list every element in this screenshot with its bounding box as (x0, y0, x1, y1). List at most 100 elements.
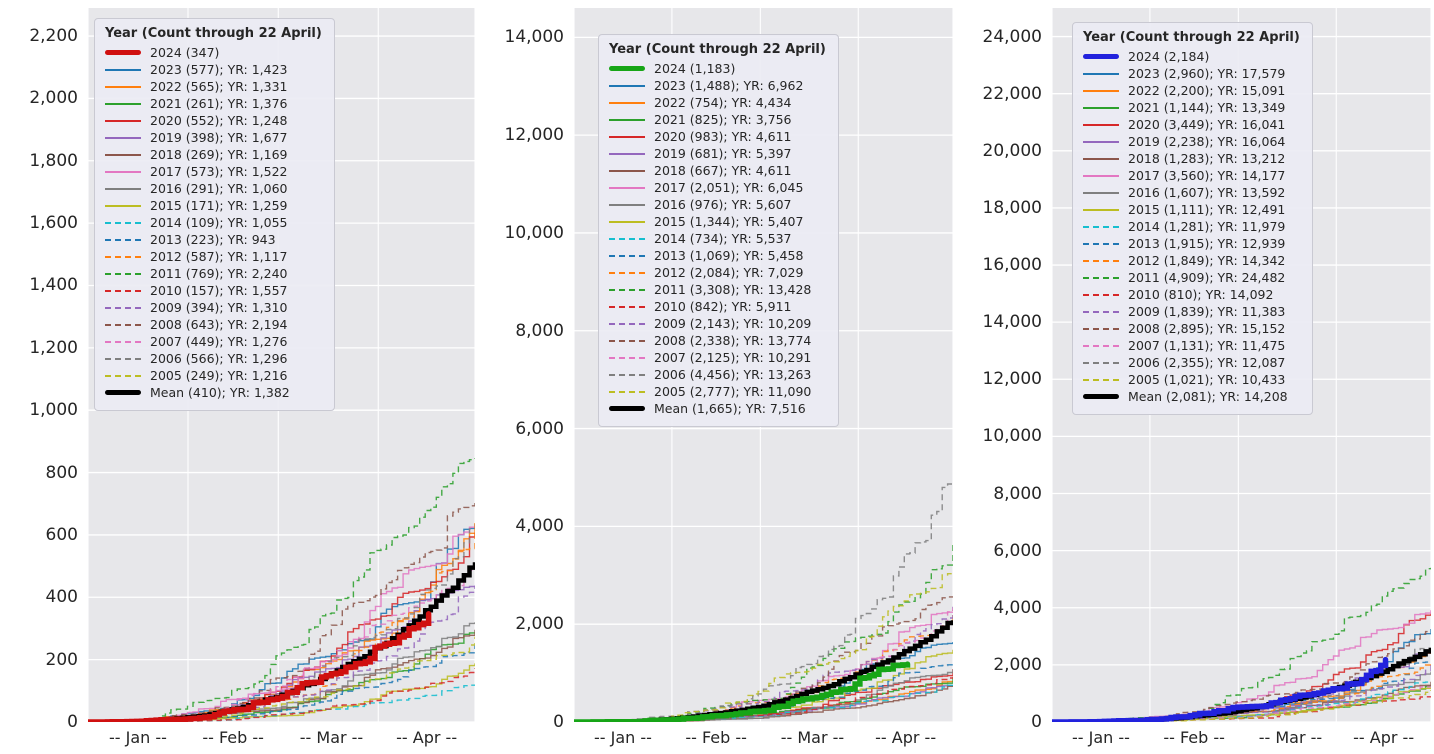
legend-label: 2006 (4,456); YR: 13,263 (654, 367, 812, 382)
legend-label: 2011 (3,308); YR: 13,428 (654, 282, 812, 297)
legend-item-2013: 2013 (223); YR: 943 (105, 231, 322, 248)
legend-line-swatch-2013 (1083, 242, 1119, 245)
legend-item-2020: 2020 (983); YR: 4,611 (609, 128, 826, 145)
legend-label: 2008 (2,895); YR: 15,152 (1128, 321, 1286, 336)
legend-label: 2011 (4,909); YR: 24,482 (1128, 270, 1286, 285)
legend-label: 2020 (983); YR: 4,611 (654, 129, 792, 144)
legend-item-2019: 2019 (681); YR: 5,397 (609, 145, 826, 162)
y-axis-tick-label: 16,000 (982, 255, 1042, 276)
series-line-2024 (574, 661, 911, 722)
legend-line-swatch-2018 (1083, 157, 1119, 160)
legend-label: 2017 (2,051); YR: 6,045 (654, 180, 804, 195)
legend-label: 2007 (1,131); YR: 11,475 (1128, 338, 1286, 353)
legend-line-swatch-2007 (1083, 344, 1119, 347)
legend-item-2019: 2019 (2,238); YR: 16,064 (1083, 133, 1300, 150)
legend-item-2005: 2005 (1,021); YR: 10,433 (1083, 371, 1300, 388)
legend-line-swatch-mean (1083, 394, 1119, 399)
legend-label: 2006 (2,355); YR: 12,087 (1128, 355, 1286, 370)
legend-line-swatch-2018 (105, 153, 141, 156)
legend-line-swatch-2010 (1083, 293, 1119, 296)
legend-line-swatch-2009 (105, 306, 141, 309)
legend-line-swatch-2021 (105, 102, 141, 105)
y-axis-tick-label: 600 (45, 524, 78, 545)
legend-line-swatch-mean (105, 390, 141, 395)
series-group (88, 458, 475, 722)
legend-title: Year (Count through 22 April) (609, 42, 826, 57)
legend-label: 2019 (398); YR: 1,677 (150, 130, 288, 145)
legend-label: 2015 (171); YR: 1,259 (150, 198, 288, 213)
legend-line-swatch-2011 (609, 288, 645, 291)
series-line-2011 (88, 458, 475, 722)
legend-item-2009: 2009 (2,143); YR: 10,209 (609, 315, 826, 332)
legend-label: 2023 (577); YR: 1,423 (150, 62, 288, 77)
y-axis-tick-label: 200 (45, 649, 78, 670)
legend-item-2015: 2015 (171); YR: 1,259 (105, 197, 322, 214)
legend-label: 2017 (573); YR: 1,522 (150, 164, 288, 179)
series-group (1052, 567, 1431, 722)
y-axis-tick-label: 6,000 (993, 540, 1042, 561)
legend-label: 2009 (2,143); YR: 10,209 (654, 316, 812, 331)
legend-item-2008: 2008 (2,895); YR: 15,152 (1083, 320, 1300, 337)
legend-line-swatch-2023 (105, 68, 141, 71)
legend-item-mean: Mean (2,081); YR: 14,208 (1083, 388, 1300, 405)
y-axis-tick-label: 2,000 (29, 88, 78, 109)
legend-item-2008: 2008 (643); YR: 2,194 (105, 316, 322, 333)
legend-label: 2023 (1,488); YR: 6,962 (654, 78, 804, 93)
y-axis-tick-label: 2,000 (515, 614, 564, 635)
chart-panel-3: 0 2,000 4,000 6,000 8,000 10,000 12,000 14,000 1… (956, 0, 1434, 754)
legend-item-2006: 2006 (2,355); YR: 12,087 (1083, 354, 1300, 371)
y-axis-tick-label: 12,000 (504, 125, 564, 146)
y-axis-tick-label: 12,000 (982, 369, 1042, 390)
legend-item-2010: 2010 (157); YR: 1,557 (105, 282, 322, 299)
legend-line-swatch-2012 (609, 271, 645, 274)
legend-line-swatch-2009 (1083, 310, 1119, 313)
legend-item-2021: 2021 (261); YR: 1,376 (105, 95, 322, 112)
legend-label: 2011 (769); YR: 2,240 (150, 266, 288, 281)
legend-line-swatch-2019 (105, 136, 141, 139)
legend-label: 2020 (3,449); YR: 16,041 (1128, 117, 1286, 132)
legend-label: 2016 (1,607); YR: 13,592 (1128, 185, 1286, 200)
legend-line-swatch-2007 (609, 356, 645, 359)
legend-line-swatch-2021 (1083, 106, 1119, 109)
legend-item-mean: Mean (1,665); YR: 7,516 (609, 400, 826, 417)
legend-line-swatch-2021 (609, 118, 645, 121)
legend-item-2005: 2005 (2,777); YR: 11,090 (609, 383, 826, 400)
y-axis-tick-label: 24,000 (982, 26, 1042, 47)
y-axis-tick-label: 14,000 (982, 312, 1042, 333)
legend-label: 2006 (566); YR: 1,296 (150, 351, 288, 366)
legend-item-2013: 2013 (1,069); YR: 5,458 (609, 247, 826, 264)
legend-item-2016: 2016 (1,607); YR: 13,592 (1083, 184, 1300, 201)
legend-item-2016: 2016 (976); YR: 5,607 (609, 196, 826, 213)
legend-line-swatch-2022 (609, 101, 645, 104)
legend-item-2012: 2012 (1,849); YR: 14,342 (1083, 252, 1300, 269)
x-axis-tick-label: -- Feb -- (1163, 728, 1225, 747)
series-line-2024 (1052, 656, 1389, 722)
legend-label: 2005 (249); YR: 1,216 (150, 368, 288, 383)
legend-item-mean: Mean (410); YR: 1,382 (105, 384, 322, 401)
y-axis-tick-label: 1,200 (29, 337, 78, 358)
legend-item-2023: 2023 (2,960); YR: 17,579 (1083, 65, 1300, 82)
legend-line-swatch-2015 (1083, 208, 1119, 211)
y-axis-tick-label: 8,000 (993, 483, 1042, 504)
y-axis-tick-label: 10,000 (504, 222, 564, 243)
legend-label: 2024 (2,184) (1128, 49, 1210, 64)
legend-label: 2013 (223); YR: 943 (150, 232, 276, 247)
legend-line-swatch-2015 (609, 220, 645, 223)
legend-label: 2014 (109); YR: 1,055 (150, 215, 288, 230)
legend-item-2023: 2023 (1,488); YR: 6,962 (609, 77, 826, 94)
legend-line-swatch-2006 (105, 357, 141, 360)
legend-item-2012: 2012 (2,084); YR: 7,029 (609, 264, 826, 281)
y-axis-tick-label: 1,000 (29, 400, 78, 421)
x-axis-tick-label: -- Feb -- (685, 728, 747, 747)
y-axis-tick-label: 20,000 (982, 140, 1042, 161)
y-axis-tick-label: 10,000 (982, 426, 1042, 447)
legend-line-swatch-2006 (609, 373, 645, 376)
legend-label: 2007 (2,125); YR: 10,291 (654, 350, 812, 365)
legend-line-swatch-2007 (105, 340, 141, 343)
y-axis-tick-label: 2,200 (29, 26, 78, 47)
legend-line-swatch-2017 (609, 186, 645, 189)
x-axis-tick-label: -- Jan -- (109, 728, 167, 747)
legend-item-2009: 2009 (394); YR: 1,310 (105, 299, 322, 316)
legend-line-swatch-2022 (1083, 89, 1119, 92)
legend-line-swatch-2006 (1083, 361, 1119, 364)
